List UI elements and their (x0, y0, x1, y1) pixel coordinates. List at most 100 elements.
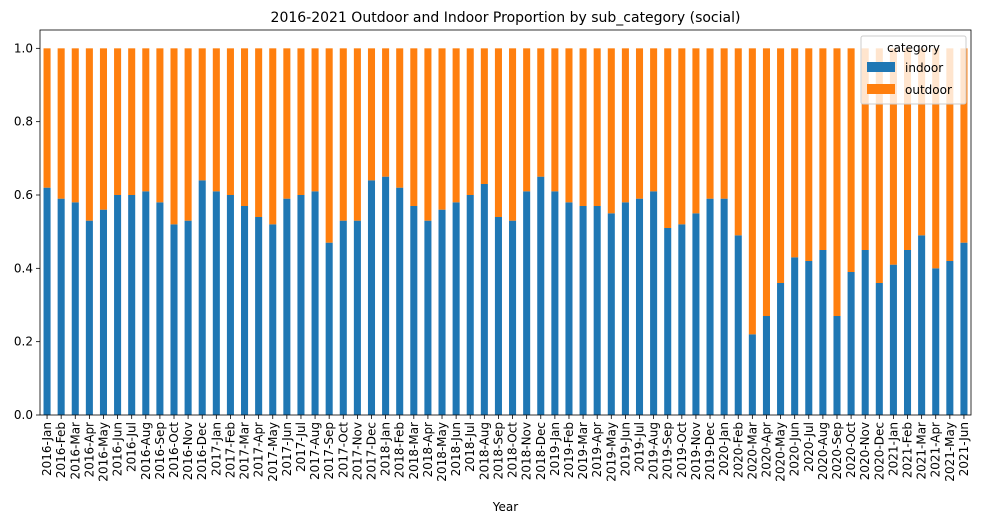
bar-outdoor (156, 48, 164, 203)
bar-indoor (466, 195, 474, 415)
x-tick-label: 2017-May (266, 422, 280, 482)
bar-outdoor (184, 48, 192, 221)
bar-indoor (889, 264, 897, 415)
x-tick-label: 2017-Nov (350, 422, 364, 480)
bar-indoor (635, 198, 644, 415)
x-tick-label: 2019-Jul (633, 422, 647, 472)
bar-indoor (198, 180, 206, 415)
x-tick-label: 2018-Mar (407, 422, 421, 480)
bar-outdoor (692, 48, 700, 214)
bar-outdoor (889, 48, 897, 265)
bar-indoor (762, 316, 770, 415)
x-tick-label: 2020-May (774, 422, 788, 482)
x-tick-label: 2020-Dec (872, 422, 886, 480)
x-tick-label: 2016-Jun (111, 422, 125, 476)
x-tick-label: 2016-Oct (167, 422, 181, 478)
bar-indoor (424, 220, 432, 415)
bar-indoor (861, 250, 869, 415)
legend-swatch-indoor (867, 62, 895, 72)
bar-outdoor (607, 48, 615, 214)
x-tick-label: 2017-Jan (209, 422, 223, 476)
x-tick-label: 2021-Jan (886, 422, 900, 476)
bar-outdoor (635, 48, 644, 199)
x-tick-label: 2020-Mar (745, 422, 759, 480)
bar-indoor (579, 206, 587, 415)
bar-outdoor (43, 48, 51, 188)
bar-indoor (382, 176, 390, 415)
x-tick-label: 2016-Feb (54, 422, 68, 478)
bar-outdoor (396, 48, 404, 188)
y-tick-label: 0.2 (14, 335, 33, 349)
y-tick-label: 0.0 (14, 408, 33, 422)
bar-indoor (565, 202, 573, 415)
x-tick-label: 2020-Oct (844, 422, 858, 478)
x-tick-label: 2017-Sep (322, 422, 336, 480)
y-tick-label: 0.8 (14, 115, 33, 129)
bar-outdoor (297, 48, 305, 196)
x-tick-label: 2018-Apr (421, 422, 435, 477)
x-tick-label: 2020-Aug (816, 422, 830, 480)
bar-outdoor (438, 48, 446, 210)
x-tick-label: 2019-Dec (703, 422, 717, 480)
bar-outdoor (339, 48, 347, 221)
bar-indoor (184, 220, 192, 415)
bar-indoor (269, 224, 277, 415)
bar-outdoor (114, 48, 122, 196)
bar-outdoor (226, 48, 234, 196)
bar-outdoor (523, 48, 531, 192)
chart-title: 2016-2021 Outdoor and Indoor Proportion … (271, 10, 741, 26)
bar-outdoor (664, 48, 672, 229)
bar-indoor (678, 224, 686, 415)
bar-outdoor (678, 48, 686, 225)
bar-indoor (551, 191, 559, 415)
bar-outdoor (57, 48, 65, 199)
x-tick-label: 2016-Jul (125, 422, 139, 472)
bar-indoor (706, 198, 714, 415)
bar-outdoor (805, 48, 813, 262)
bar-indoor (57, 198, 65, 415)
x-axis-label: Year (492, 500, 518, 514)
bar-indoor (777, 283, 785, 415)
x-tick-label: 2018-Nov (520, 422, 534, 480)
bar-indoor (875, 283, 883, 415)
bar-outdoor (142, 48, 150, 192)
bar-indoor (438, 209, 446, 415)
x-tick-label: 2021-Jun (957, 422, 971, 476)
x-tick-label: 2020-Sep (830, 422, 844, 480)
x-tick-label: 2018-Jan (379, 422, 393, 476)
bar-outdoor (452, 48, 460, 203)
bar-indoor (114, 195, 122, 415)
bar-outdoor (537, 48, 545, 177)
bar-outdoor (382, 48, 390, 177)
bar-outdoor (932, 48, 940, 269)
bar-outdoor (71, 48, 79, 203)
bar-indoor (283, 198, 291, 415)
bar-outdoor (269, 48, 277, 225)
bar-indoor (71, 202, 79, 415)
bar-indoor (480, 184, 488, 415)
x-tick-label: 2020-Feb (731, 422, 745, 478)
x-tick-label: 2017-Apr (252, 422, 266, 477)
bar-indoor (833, 316, 841, 415)
bar-outdoor (128, 48, 136, 196)
bar-outdoor (777, 48, 785, 284)
bar-indoor (593, 206, 601, 415)
x-tick-label: 2016-May (96, 422, 110, 482)
bar-outdoor (367, 48, 376, 181)
bar-indoor (156, 202, 164, 415)
bar-indoor (128, 195, 136, 415)
bar-outdoor (509, 48, 517, 221)
legend: category indoor outdoor (860, 35, 967, 105)
bar-indoor (903, 250, 912, 415)
bar-indoor (847, 272, 855, 415)
bar-outdoor (621, 48, 629, 203)
bar-indoor (748, 334, 756, 415)
x-tick-label: 2016-Dec (195, 422, 209, 480)
bar-outdoor (494, 48, 502, 218)
x-tick-label: 2019-Apr (590, 422, 604, 477)
bar-indoor (142, 191, 150, 415)
bar-indoor (805, 261, 813, 415)
legend-title: category (887, 41, 940, 55)
bar-outdoor (325, 48, 333, 243)
bar-indoor (212, 191, 220, 415)
